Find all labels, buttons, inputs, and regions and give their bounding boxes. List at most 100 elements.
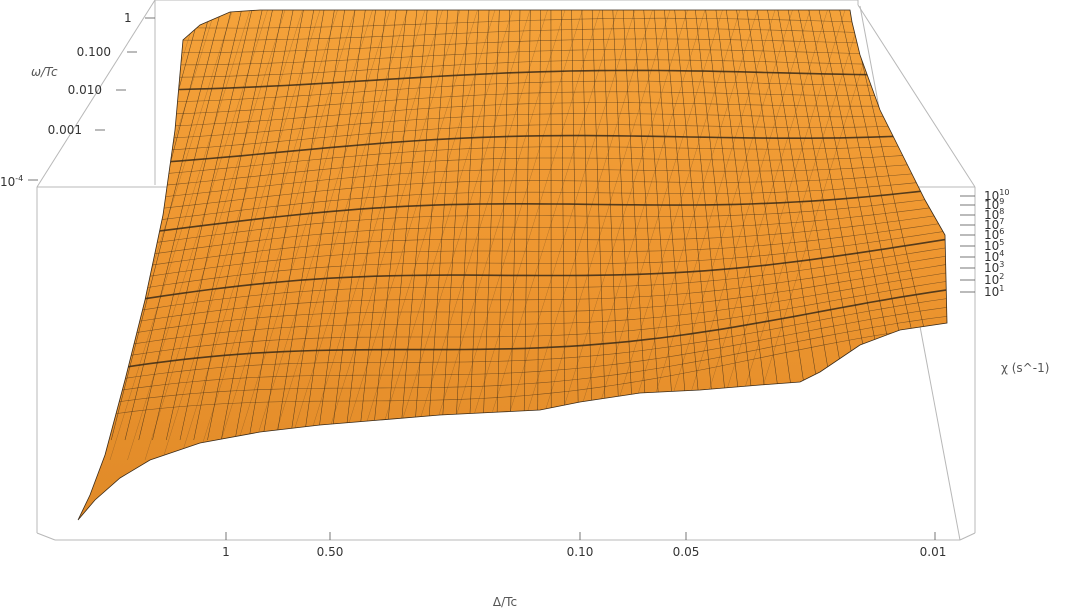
mesh-diagonal: [407, 10, 548, 461]
y-axis: 1 0.100 0.010 0.001 10-4 ω/Tc: [0, 11, 155, 189]
mesh-line: [756, 10, 827, 441]
mesh-line: [358, 10, 407, 441]
x-tick-label: 0.05: [673, 545, 700, 559]
mesh-line: [248, 10, 325, 441]
mesh-diagonal: [599, 10, 741, 461]
mesh-line: [165, 10, 263, 441]
mesh-diagonal: [512, 10, 653, 461]
mesh-line: [705, 10, 758, 441]
mesh-line: [495, 10, 510, 441]
mesh-diagonal: [389, 10, 531, 461]
mesh-diagonal: [529, 10, 671, 461]
mesh-contour: [78, 132, 947, 169]
y-tick-label: 0.010: [68, 83, 102, 97]
mesh-contour: [78, 80, 947, 104]
mesh-contour: [78, 168, 947, 218]
mesh-line: [602, 10, 621, 441]
mesh-contour: [78, 323, 947, 423]
x-axis-title: Δ/Tc: [493, 595, 517, 609]
mesh-contour: [78, 17, 947, 29]
mesh-diagonal: [424, 10, 566, 461]
mesh-diagonal: [354, 10, 496, 461]
mesh-diagonal: [652, 10, 793, 461]
mesh-line: [413, 10, 449, 441]
mesh-line: [454, 10, 480, 441]
mesh-diagonal: [179, 10, 321, 461]
mesh-contour: [78, 160, 947, 206]
mesh-line: [124, 10, 232, 441]
mesh-line: [138, 10, 242, 441]
mesh-line: [468, 10, 490, 441]
mesh-line: [664, 10, 703, 441]
mesh-contour: [78, 253, 947, 335]
mesh-diagonal: [687, 10, 828, 461]
mesh-contour: [78, 305, 947, 401]
mesh-diagonal: [372, 10, 513, 461]
y-axis-title: ω/Tc: [31, 65, 58, 79]
mesh-line: [715, 10, 772, 441]
mesh-contour: [78, 212, 947, 278]
mesh-diagonal: [477, 10, 618, 461]
mesh-line: [537, 10, 541, 441]
y-tick-label: 0.001: [48, 123, 82, 137]
mesh-contour: [78, 279, 947, 368]
mesh-contour: [78, 245, 947, 324]
mesh-contour: [78, 296, 947, 390]
mesh-contour: [78, 228, 947, 301]
mesh-line: [262, 10, 335, 441]
mesh-line: [275, 10, 345, 441]
x-tick-label: 0.01: [920, 545, 947, 559]
mesh-contour: [78, 314, 947, 412]
mesh-line: [653, 10, 690, 441]
mesh-line: [736, 10, 800, 441]
mesh-diagonal: [459, 10, 601, 461]
mesh-line: [523, 10, 531, 441]
mesh-line: [746, 10, 813, 441]
mesh-contour: [78, 220, 947, 290]
mesh-line: [207, 10, 294, 441]
mesh-diagonal: [669, 10, 811, 461]
mesh-line: [385, 10, 428, 441]
mesh-line: [612, 10, 635, 441]
mesh-diagonal: [722, 10, 863, 461]
surface-fill: [77, 9, 948, 521]
mesh-contour: [78, 141, 947, 181]
mesh-diagonal: [494, 10, 636, 461]
mesh-diagonal: [144, 10, 286, 461]
mesh-diagonal: [547, 10, 688, 461]
x-tick-label: 1: [222, 545, 230, 559]
mesh-line: [399, 10, 438, 441]
mesh-line: [427, 10, 459, 441]
mesh-diagonal: [442, 10, 583, 461]
mesh-line: [581, 10, 593, 441]
mesh-diagonal: [197, 10, 338, 461]
mesh-contour: [78, 28, 947, 41]
y-tick-label: 1: [124, 11, 132, 25]
mesh-contour: [78, 236, 947, 313]
mesh-contour: [78, 102, 947, 129]
mesh-line: [220, 10, 304, 441]
mesh-diagonal: [267, 10, 408, 461]
mesh-line: [179, 10, 273, 441]
mesh-contour: [78, 203, 947, 266]
mesh-diagonal: [249, 10, 391, 461]
mesh-contour: [78, 270, 947, 357]
mesh-diagonal: [109, 10, 251, 461]
mesh-diagonal: [214, 10, 356, 461]
mesh-line: [330, 10, 387, 441]
mesh-contour: [78, 195, 947, 255]
z-tick-label: 1010: [984, 188, 1009, 203]
mesh-contour: [78, 287, 947, 379]
mesh-contour: [78, 113, 947, 142]
z-axis: 101 102 103 104 105 106 107 108 109 1010…: [960, 188, 1049, 375]
mesh-line: [482, 10, 500, 441]
mesh-diagonal: [704, 10, 846, 461]
y-tick-label: 10-4: [0, 174, 23, 189]
y-tick-label: 0.100: [77, 45, 111, 59]
z-axis-title: χ (s^-1): [1001, 361, 1049, 375]
mesh-line: [622, 10, 648, 441]
mesh-diagonal: [162, 10, 303, 461]
mesh-contour: [78, 59, 947, 78]
mesh-diagonal: [232, 10, 373, 461]
